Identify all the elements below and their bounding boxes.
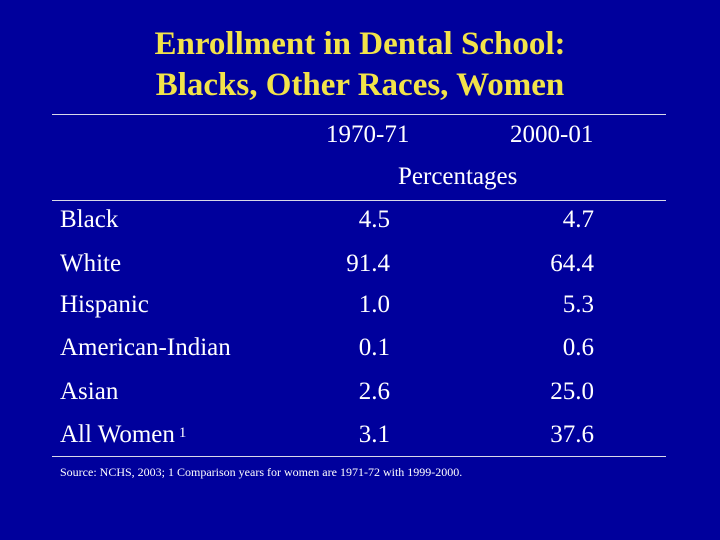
row-label: Asian xyxy=(60,377,118,407)
value-2000-01: 4.7 xyxy=(562,206,594,233)
column-header-1970-71: 1970-71 xyxy=(326,121,410,148)
value-2000-01: 0.6 xyxy=(562,334,594,361)
value-1970-71: 91.4 xyxy=(346,250,390,277)
value-1970-71: 1.0 xyxy=(358,291,390,318)
row-label: White xyxy=(60,249,121,279)
value-1970-71: 0.1 xyxy=(358,334,390,361)
slide-title: Enrollment in Dental School: Blacks, Oth… xyxy=(0,24,720,106)
value-2000-01: 25.0 xyxy=(550,378,594,405)
footnote-marker: 1 xyxy=(178,425,187,441)
row-label-text: Asian xyxy=(60,378,119,405)
row-label: American-Indian xyxy=(60,333,231,363)
source-note: Source: NCHS, 2003; 1 Comparison years f… xyxy=(60,465,463,479)
row-label: All Women 1 xyxy=(60,420,186,450)
bottom-rule xyxy=(52,456,666,457)
row-label: Black xyxy=(60,205,118,235)
value-1970-71: 4.5 xyxy=(358,206,390,233)
header-rule xyxy=(52,200,666,201)
value-1970-71: 3.1 xyxy=(358,421,390,448)
title-line-2: Blacks, Other Races, Women xyxy=(155,67,565,103)
top-rule xyxy=(52,114,666,115)
row-label: Hispanic xyxy=(60,290,149,320)
title-line-1: Enrollment in Dental School: xyxy=(154,26,566,62)
value-2000-01: 37.6 xyxy=(550,421,594,448)
row-label-text: Black xyxy=(60,206,119,233)
row-label-text: American-Indian xyxy=(60,334,231,361)
unit-label: Percentages xyxy=(398,163,518,190)
row-label-text: All Women xyxy=(60,421,175,448)
row-label-text: Hispanic xyxy=(60,291,149,318)
column-header-2000-01: 2000-01 xyxy=(510,121,594,148)
value-2000-01: 64.4 xyxy=(550,250,594,277)
value-2000-01: 5.3 xyxy=(562,291,594,318)
value-1970-71: 2.6 xyxy=(358,378,390,405)
row-label-text: White xyxy=(60,250,122,277)
